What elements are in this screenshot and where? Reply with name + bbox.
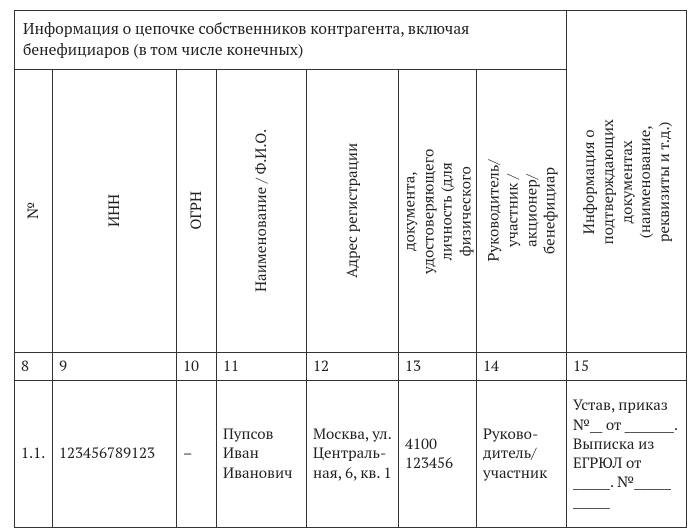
cell-addr: Москва, ул. Цен­траль­ная, 6, кв. 1 <box>307 381 399 528</box>
ownership-chain-table: Информация о цепочке собственников контр… <box>14 10 687 528</box>
cell-conf: Устав, приказ №__ от ________. Выписка и… <box>567 381 687 528</box>
col-header-inn-label: ИНН <box>105 194 124 227</box>
header-row-group: Информация о цепочке собственников контр… <box>15 11 687 70</box>
colnum-9: 9 <box>53 352 177 380</box>
col-header-inn: ИНН <box>53 69 177 352</box>
cell-role: Руково­дитель/ участ­ник <box>477 381 567 528</box>
col-header-conf-label: Информация о подтверждающих документах (… <box>580 119 674 244</box>
col-header-num: № <box>15 69 53 352</box>
colnum-10: 10 <box>177 352 217 380</box>
cell-ogrn: – <box>177 381 217 528</box>
col-header-num-label: № <box>24 202 43 219</box>
col-header-doc-label: Серия и номер документа, удостоверяющего… <box>399 148 477 273</box>
col-header-conf: Информация о подтверждающих документах (… <box>567 11 687 353</box>
col-header-role-label: Руководитель/участник / акционер/бенефиц… <box>484 160 559 262</box>
cell-inn: 123456789123 <box>53 381 177 528</box>
col-header-ogrn-label: ОГРН <box>187 192 206 231</box>
colnum-8: 8 <box>15 352 53 380</box>
cell-name: Пупсов Иван Иванович <box>217 381 307 528</box>
cell-doc: 4100 123456 <box>399 381 477 528</box>
col-header-addr: Адрес регистрации <box>307 69 399 352</box>
table-row: 1.1. 123456789123 – Пупсов Иван Иванович… <box>15 381 687 528</box>
colnum-13: 13 <box>399 352 477 380</box>
colnum-12: 12 <box>307 352 399 380</box>
col-header-doc: Серия и номер документа, удостоверяющего… <box>399 69 477 352</box>
col-header-role: Руководитель/участник / акционер/бенефиц… <box>477 69 567 352</box>
col-header-ogrn: ОГРН <box>177 69 217 352</box>
colnum-11: 11 <box>217 352 307 380</box>
col-header-name-label: Наименование / Ф.И.О. <box>252 129 271 292</box>
colnum-15: 15 <box>567 352 687 380</box>
col-header-addr-label: Адрес регистрации <box>343 143 362 278</box>
column-number-row: 8 9 10 11 12 13 14 15 <box>15 352 687 380</box>
cell-num: 1.1. <box>15 381 53 528</box>
colnum-14: 14 <box>477 352 567 380</box>
group-header-cell: Информация о цепочке собственников контр… <box>15 11 567 70</box>
col-header-name: Наименование / Ф.И.О. <box>217 69 307 352</box>
